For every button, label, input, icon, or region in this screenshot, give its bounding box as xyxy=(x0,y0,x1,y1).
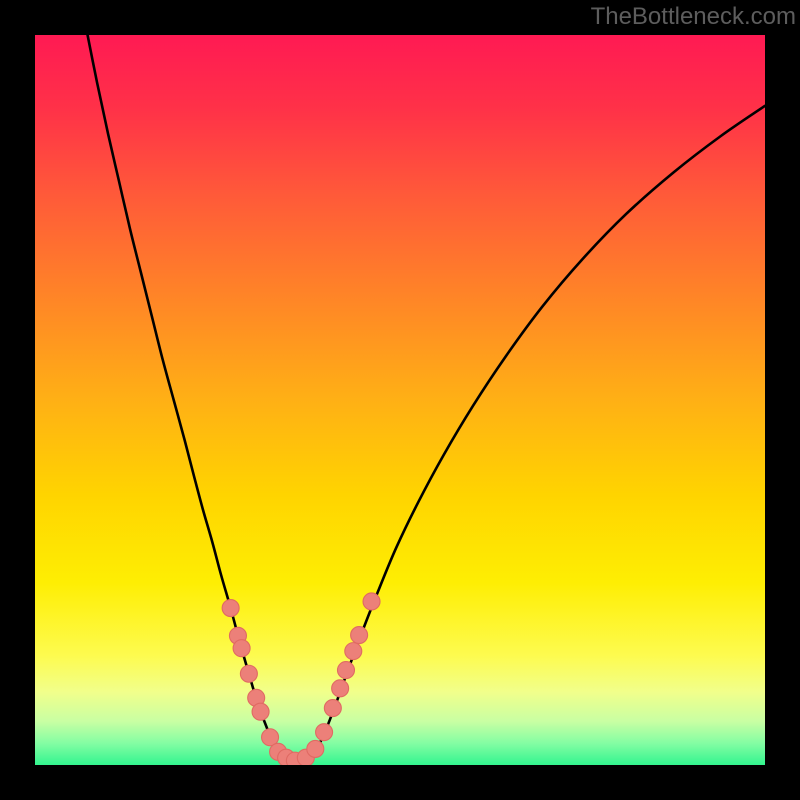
marker-point xyxy=(363,593,380,610)
marker-point xyxy=(307,740,324,757)
marker-point xyxy=(337,662,354,679)
marker-point xyxy=(324,700,341,717)
marker-point xyxy=(316,724,333,741)
watermark-text: TheBottleneck.com xyxy=(591,3,796,31)
marker-point xyxy=(252,703,269,720)
marker-point xyxy=(222,600,239,617)
chart-root: TheBottleneck.com xyxy=(0,0,800,800)
plot-background xyxy=(35,35,765,765)
marker-point xyxy=(345,643,362,660)
marker-point xyxy=(351,627,368,644)
marker-point xyxy=(240,665,257,682)
marker-point xyxy=(332,680,349,697)
bottleneck-chart xyxy=(35,35,765,765)
marker-point xyxy=(233,640,250,657)
